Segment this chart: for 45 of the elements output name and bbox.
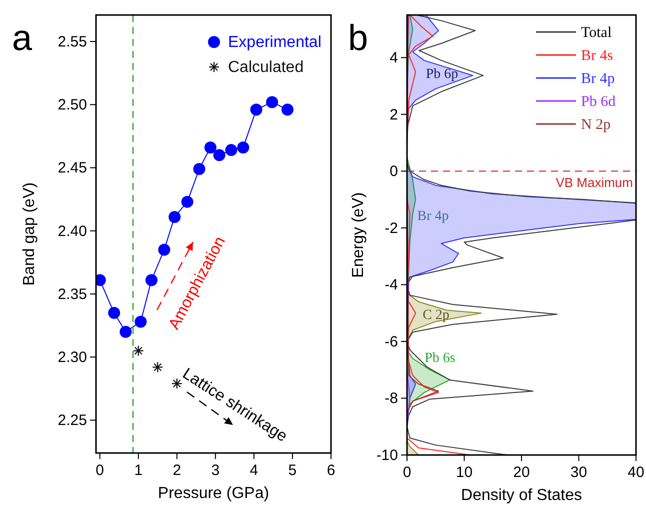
y-tick-label: 2.35 xyxy=(58,286,87,303)
x-tick-label: 20 xyxy=(513,464,530,481)
legend-label: Experimental xyxy=(228,34,322,51)
legend-label: Pb 6d xyxy=(581,94,616,110)
y-tick-label: 2.55 xyxy=(58,34,87,51)
x-tick-label: 3 xyxy=(211,462,220,479)
legend-label: N 2p xyxy=(581,117,611,133)
x-tick-label: 6 xyxy=(326,462,336,479)
x-axis-title: Density of States xyxy=(461,487,582,504)
x-tick-label: 5 xyxy=(288,462,297,479)
x-tick-label: 2 xyxy=(172,462,182,479)
x-tick-label: 10 xyxy=(456,464,473,481)
y-tick-label: -10 xyxy=(376,447,398,464)
y-tick-label: -2 xyxy=(384,220,398,237)
ref-line-label: VB Maximum xyxy=(556,175,633,190)
y-tick-label: 2 xyxy=(390,106,398,124)
annotation: Pb 6s xyxy=(424,351,456,366)
legend-label: Calculated xyxy=(228,59,304,76)
y-tick-label: -4 xyxy=(384,276,398,294)
y-tick-label: 2.25 xyxy=(58,412,87,430)
text: b xyxy=(348,17,368,58)
y-tick-label: -8 xyxy=(384,390,398,408)
x-tick-label: 0 xyxy=(402,464,412,481)
x-tick-label: 1 xyxy=(134,462,143,479)
y-tick-label: 2.45 xyxy=(58,160,87,177)
y-axis-title: Energy (eV) xyxy=(350,192,367,278)
annotation: Pb 6p xyxy=(426,67,458,82)
x-tick-label: 30 xyxy=(570,464,588,481)
text: a xyxy=(12,17,33,58)
y-tick-label: 4 xyxy=(390,50,398,67)
legend-label: Br 4p xyxy=(581,71,615,87)
y-tick-label: 0 xyxy=(390,163,398,180)
x-tick-label: 0 xyxy=(96,462,104,479)
y-tick-label: 2.30 xyxy=(58,349,87,366)
legend-label: Br 4s xyxy=(581,48,614,64)
annotation: C 2p xyxy=(422,308,450,323)
x-tick-label: 40 xyxy=(628,464,644,481)
y-axis-title: Band gap (eV) xyxy=(21,182,38,286)
x-tick-label: 4 xyxy=(250,462,258,479)
annotation: Br 4p xyxy=(417,209,449,224)
y-tick-label: 2.40 xyxy=(58,222,87,240)
x-axis-title: Pressure (GPa) xyxy=(158,485,270,502)
legend-label: Total xyxy=(581,25,612,41)
y-tick-label: 2.50 xyxy=(58,96,87,114)
y-tick-label: -6 xyxy=(384,333,398,350)
